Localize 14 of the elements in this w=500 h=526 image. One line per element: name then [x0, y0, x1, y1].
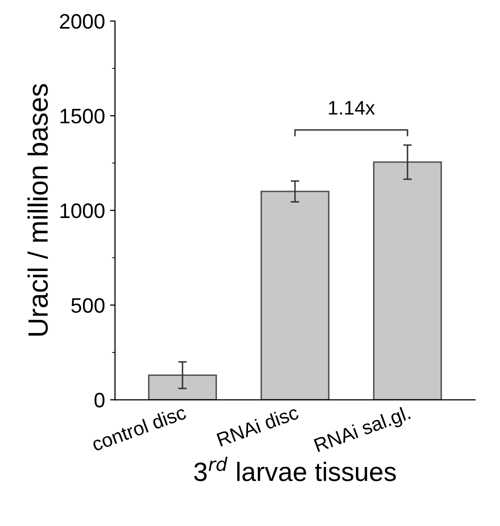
x-tick-label: control disc: [92, 408, 187, 452]
bar: [260, 190, 330, 400]
x-tick-label: RNAi disc: [216, 404, 300, 447]
y-tick-label: 0: [94, 392, 104, 408]
y-tick-label: 2000: [60, 14, 104, 29]
x-axis-title: 3$^{rd}$ larvae tissues: [194, 456, 396, 482]
annotation: 1.14x: [328, 101, 375, 115]
y-tick-label: 500: [71, 298, 104, 313]
y-tick-label: 1000: [60, 203, 104, 218]
x-tick-label: RNAi sal.gl.: [314, 405, 412, 456]
bar: [373, 161, 442, 400]
y-tick-label: 1500: [60, 108, 104, 124]
bar: [148, 374, 217, 400]
y-axis-title: Uracil / million bases: [27, 84, 48, 336]
